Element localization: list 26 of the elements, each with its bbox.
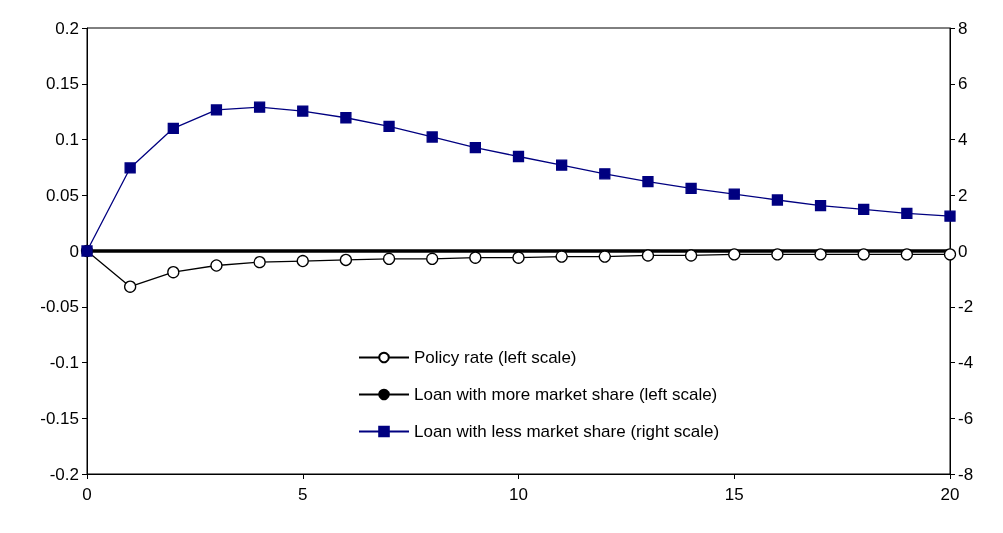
y-tick-label: 0 [69,241,79,261]
y2-tick-label: 2 [958,185,968,205]
y2-tick-label: 8 [958,18,968,38]
y2-tick-label: -2 [958,297,974,317]
y2-tick-label: -8 [958,464,974,484]
x-tick-label: 5 [298,485,308,504]
y-tick-label: 0.2 [55,18,79,38]
x-tick-label: 15 [724,485,744,504]
y-tick-label: 0.1 [55,130,79,149]
x-tick-label: 0 [82,485,92,504]
y-tick-label: -0.15 [40,408,79,428]
legend-label: Loan with more market share (left scale) [414,385,718,404]
legend-label: Policy rate (left scale) [414,348,577,367]
y2-tick-label: -6 [958,408,974,428]
y2-tick-label: -4 [958,353,974,372]
y2-tick-label: 0 [958,241,968,261]
y-tick-label: 0.05 [45,185,79,205]
y2-tick-label: 6 [958,74,968,94]
x-tick-label: 10 [509,485,528,504]
y-tick-label: -0.1 [49,353,79,372]
y-tick-label: -0.2 [49,464,79,484]
y2-tick-label: 4 [958,130,968,149]
x-tick-label: 20 [940,485,960,504]
y-tick-label: 0.15 [45,74,79,94]
legend-label: Loan with less market share (right scale) [414,422,720,441]
y-tick-label: -0.05 [40,297,79,317]
